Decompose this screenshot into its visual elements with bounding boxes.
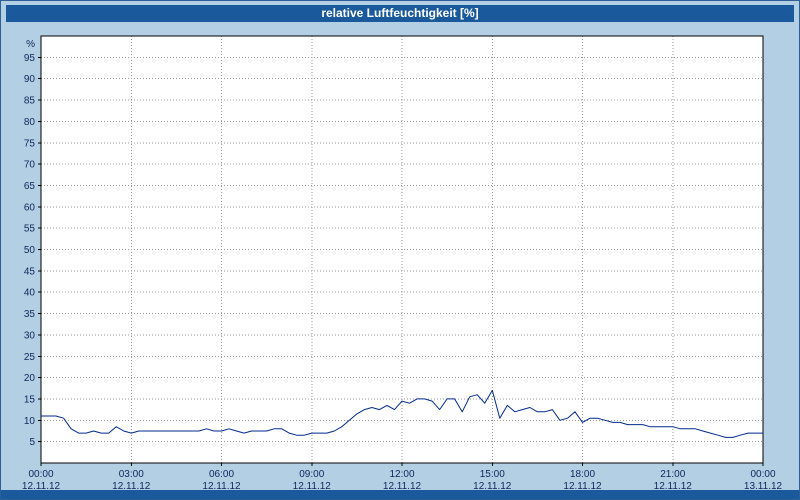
y-tick-label: 80 xyxy=(24,117,36,128)
chart-title: relative Luftfeuchtigkeit [%] xyxy=(6,5,794,22)
y-tick-label: 20 xyxy=(24,373,36,384)
x-tick-time-label: 03:00 xyxy=(119,469,144,480)
x-tick-date-label: 12.11.12 xyxy=(112,481,151,492)
y-tick-label: 25 xyxy=(24,352,36,363)
x-tick-date-label: 12.11.12 xyxy=(654,481,693,492)
y-tick-label: 10 xyxy=(24,416,36,427)
x-tick-date-label: 12.11.12 xyxy=(383,481,422,492)
y-tick-label: 50 xyxy=(24,245,36,256)
y-tick-label: 60 xyxy=(24,202,36,213)
x-tick-time-label: 21:00 xyxy=(660,469,685,480)
y-axis-unit-label: % xyxy=(26,39,35,50)
humidity-series-line xyxy=(41,389,763,438)
y-tick-label: 95 xyxy=(24,53,36,64)
y-tick-label: 30 xyxy=(24,330,36,341)
y-tick-label: 70 xyxy=(24,160,36,171)
x-tick-time-label: 15:00 xyxy=(480,469,505,480)
y-tick-label: 85 xyxy=(24,96,36,107)
bottom-bar xyxy=(1,490,799,499)
x-tick-time-label: 12:00 xyxy=(389,469,414,480)
y-tick-label: 5 xyxy=(29,437,35,448)
x-tick-date-label: 12.11.12 xyxy=(473,481,512,492)
y-tick-label: 65 xyxy=(24,181,36,192)
y-tick-label: 40 xyxy=(24,288,36,299)
y-tick-label: 90 xyxy=(24,74,36,85)
y-tick-label: 15 xyxy=(24,394,36,405)
x-tick-date-label: 13.11.12 xyxy=(744,481,783,492)
x-tick-date-label: 12.11.12 xyxy=(293,481,332,492)
y-tick-label: 55 xyxy=(24,224,36,235)
y-tick-label: 45 xyxy=(24,266,36,277)
x-tick-date-label: 12.11.12 xyxy=(202,481,241,492)
x-tick-date-label: 12.11.12 xyxy=(563,481,602,492)
x-tick-time-label: 09:00 xyxy=(299,469,324,480)
x-tick-time-label: 00:00 xyxy=(750,469,775,480)
y-tick-label: 75 xyxy=(24,138,36,149)
x-tick-date-label: 12.11.12 xyxy=(22,481,61,492)
x-tick-time-label: 06:00 xyxy=(209,469,234,480)
x-tick-time-label: 00:00 xyxy=(28,469,53,480)
x-tick-time-label: 18:00 xyxy=(570,469,595,480)
y-tick-label: 35 xyxy=(24,309,36,320)
